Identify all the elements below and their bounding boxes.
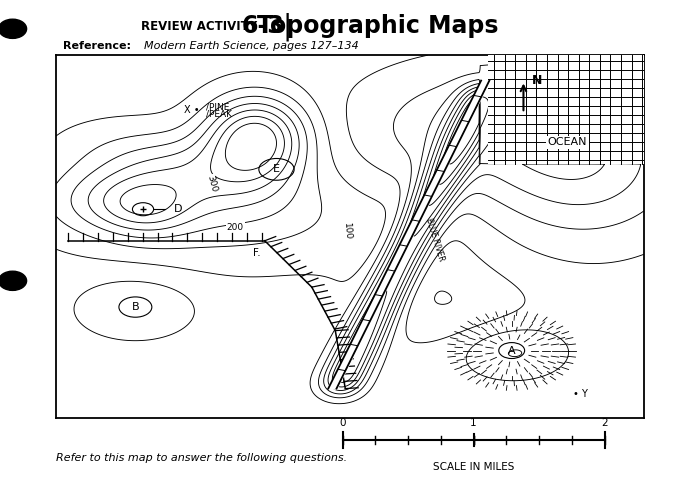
Text: BLUE RIVER: BLUE RIVER bbox=[424, 217, 446, 263]
Text: OCEAN: OCEAN bbox=[548, 137, 587, 147]
Text: 1: 1 bbox=[470, 418, 477, 428]
Text: • Y: • Y bbox=[573, 389, 588, 399]
Text: 100: 100 bbox=[342, 222, 352, 240]
Text: |: | bbox=[282, 12, 292, 41]
Text: 6-3: 6-3 bbox=[241, 14, 284, 38]
Text: Refer to this map to answer the following questions.: Refer to this map to answer the followin… bbox=[56, 454, 347, 463]
Text: SCALE IN MILES: SCALE IN MILES bbox=[433, 462, 514, 472]
Text: A: A bbox=[508, 346, 515, 356]
Text: REVIEW ACTIVITY: REVIEW ACTIVITY bbox=[141, 20, 258, 33]
Text: Modern Earth Science, pages 127–134: Modern Earth Science, pages 127–134 bbox=[144, 41, 358, 50]
Text: 2: 2 bbox=[601, 418, 608, 428]
Text: F.: F. bbox=[253, 248, 260, 258]
Text: Topographic Maps: Topographic Maps bbox=[258, 14, 498, 38]
Text: /PINE: /PINE bbox=[206, 102, 230, 111]
Bar bbox=[488, 55, 644, 164]
Text: X •: X • bbox=[184, 105, 199, 115]
Text: Reference:: Reference: bbox=[63, 41, 131, 50]
Text: D: D bbox=[174, 204, 182, 214]
Text: /PEAK: /PEAK bbox=[206, 109, 232, 119]
Text: 200: 200 bbox=[227, 223, 244, 232]
Text: B: B bbox=[132, 302, 139, 312]
Text: N: N bbox=[532, 74, 542, 87]
Text: E: E bbox=[273, 164, 280, 174]
Text: 0: 0 bbox=[340, 418, 346, 428]
Text: 300: 300 bbox=[205, 174, 218, 193]
